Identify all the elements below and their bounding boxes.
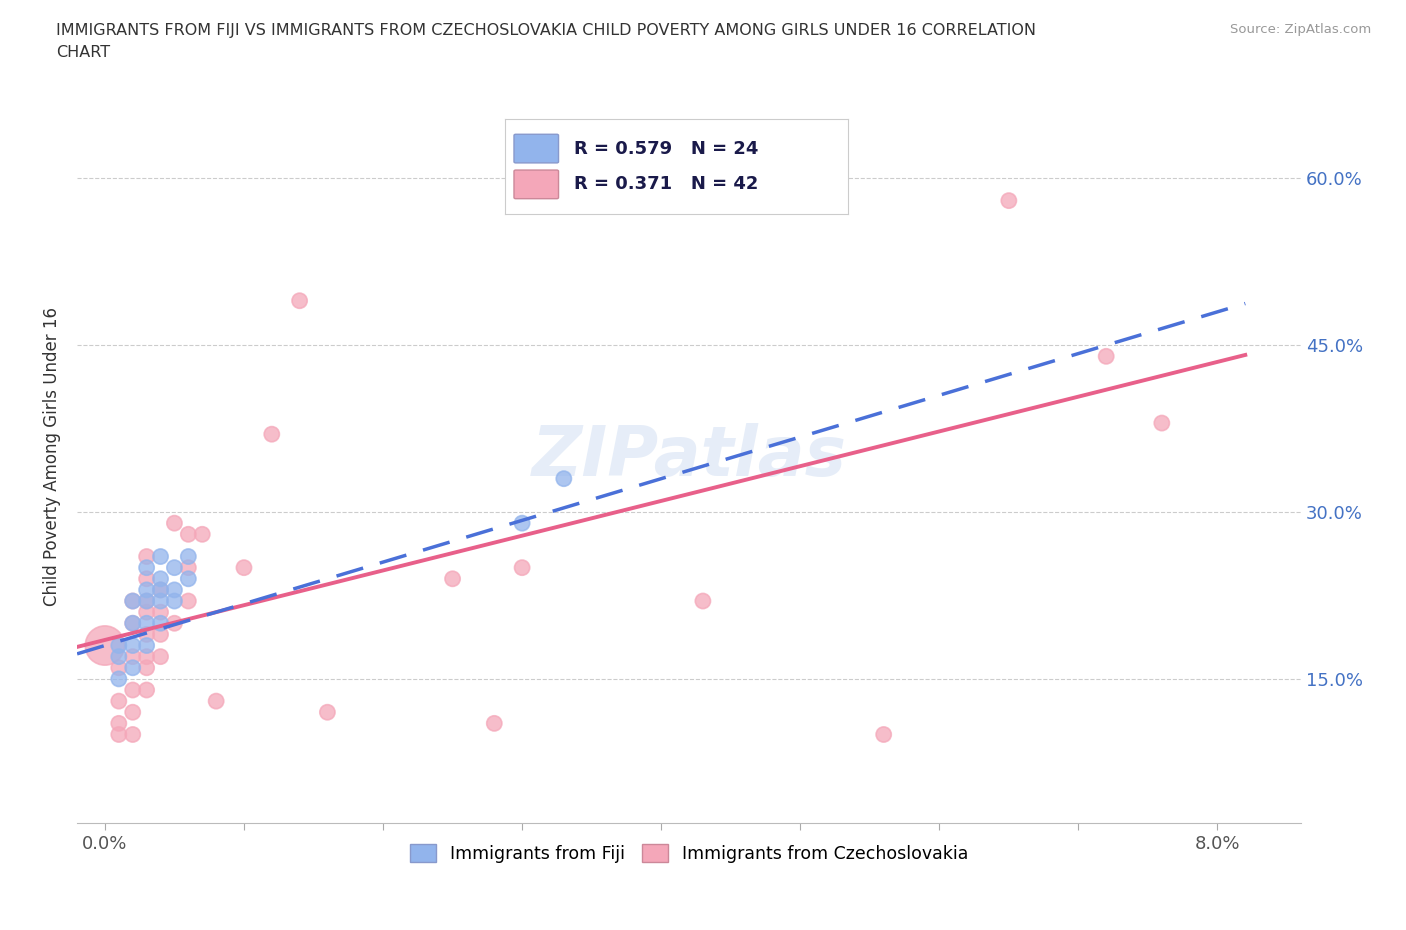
Point <box>177 593 200 608</box>
Point <box>1095 349 1118 364</box>
Point <box>510 560 533 575</box>
Point <box>135 616 157 631</box>
Point <box>149 649 172 664</box>
Point <box>121 705 143 720</box>
Point <box>135 683 157 698</box>
Point <box>149 616 172 631</box>
Point <box>163 616 186 631</box>
Text: Source: ZipAtlas.com: Source: ZipAtlas.com <box>1230 23 1371 36</box>
Point <box>260 427 283 442</box>
Point <box>553 472 575 486</box>
Point <box>1150 416 1173 431</box>
Point <box>135 549 157 564</box>
Point <box>108 638 131 653</box>
Point <box>121 727 143 742</box>
Y-axis label: Child Poverty Among Girls Under 16: Child Poverty Among Girls Under 16 <box>44 307 60 606</box>
Point <box>288 293 311 308</box>
Point <box>121 593 143 608</box>
Point <box>873 727 896 742</box>
Point <box>692 593 714 608</box>
Point <box>149 604 172 619</box>
Legend: Immigrants from Fiji, Immigrants from Czechoslovakia: Immigrants from Fiji, Immigrants from Cz… <box>402 837 976 870</box>
Point <box>135 627 157 642</box>
Point <box>149 549 172 564</box>
Point <box>108 694 131 709</box>
Point <box>191 527 214 542</box>
Point <box>177 527 200 542</box>
Point <box>149 627 172 642</box>
Point <box>135 593 157 608</box>
Point <box>163 560 186 575</box>
Point <box>177 571 200 586</box>
Point <box>135 571 157 586</box>
Point <box>121 593 143 608</box>
Text: IMMIGRANTS FROM FIJI VS IMMIGRANTS FROM CZECHOSLOVAKIA CHILD POVERTY AMONG GIRLS: IMMIGRANTS FROM FIJI VS IMMIGRANTS FROM … <box>56 23 1036 60</box>
Point <box>108 727 131 742</box>
Point <box>510 516 533 531</box>
Point <box>163 516 186 531</box>
Point <box>108 649 131 664</box>
Text: ZIPatlas: ZIPatlas <box>531 423 846 490</box>
Point <box>135 604 157 619</box>
Point <box>108 671 131 686</box>
Point <box>177 560 200 575</box>
Point <box>149 571 172 586</box>
Point <box>316 705 339 720</box>
Point <box>135 638 157 653</box>
Point <box>121 649 143 664</box>
Point <box>108 716 131 731</box>
Point <box>149 582 172 597</box>
Point <box>108 660 131 675</box>
Point <box>135 560 157 575</box>
Point <box>135 582 157 597</box>
Point <box>121 660 143 675</box>
Point <box>177 549 200 564</box>
Point <box>135 660 157 675</box>
Point <box>484 716 506 731</box>
Point <box>998 193 1021 208</box>
Point <box>121 616 143 631</box>
Point <box>121 638 143 653</box>
Point <box>441 571 464 586</box>
Point <box>121 616 143 631</box>
Point <box>149 582 172 597</box>
Point <box>135 593 157 608</box>
Point <box>121 683 143 698</box>
Point <box>205 694 228 709</box>
Point <box>135 649 157 664</box>
Point <box>163 593 186 608</box>
Point <box>233 560 256 575</box>
Point <box>149 593 172 608</box>
Point <box>94 638 117 653</box>
Point <box>163 582 186 597</box>
